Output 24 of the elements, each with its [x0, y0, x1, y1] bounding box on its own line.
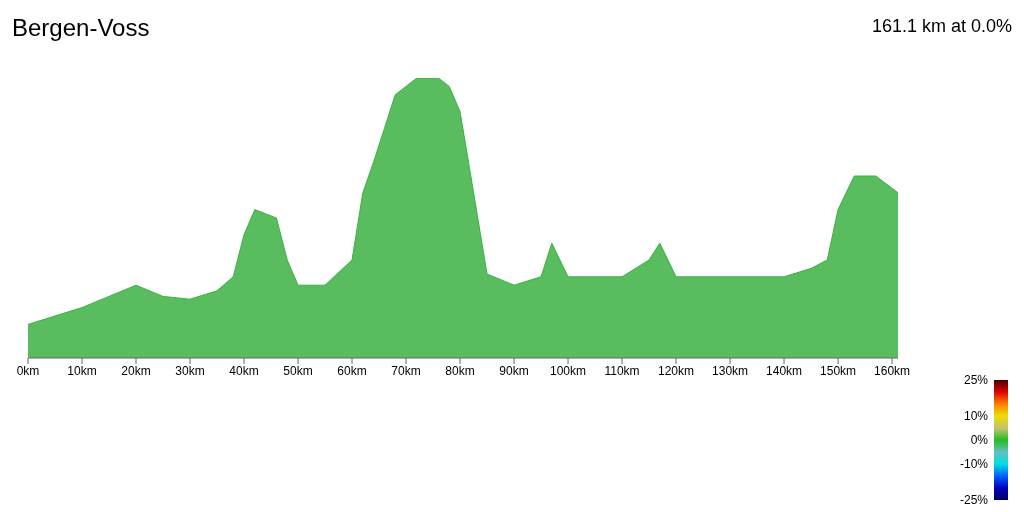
x-tick-label: 60km	[337, 363, 367, 378]
color-bar-label: 10%	[963, 409, 988, 423]
x-tick-label: 30km	[175, 363, 205, 378]
color-bar-label: 25%	[963, 373, 988, 387]
x-tick-label: 100km	[550, 363, 587, 378]
x-tick-label: 90km	[499, 363, 529, 378]
x-tick-label: 0km	[16, 363, 40, 378]
color-bar-label: -25%	[959, 493, 988, 507]
x-tick-label: 40km	[229, 363, 259, 378]
x-tick-label: 20km	[121, 363, 151, 378]
color-bar-label: -10%	[959, 457, 988, 471]
x-tick-label: 160km	[874, 363, 911, 378]
x-tick-label: 150km	[820, 363, 857, 378]
x-tick-label: 10km	[67, 363, 97, 378]
color-bar-label: 0%	[970, 433, 988, 447]
x-tick-label: 130km	[712, 363, 749, 378]
x-tick-label: 120km	[658, 363, 695, 378]
x-tick-label: 110km	[604, 363, 640, 378]
x-tick-label: 50km	[283, 363, 313, 378]
text: 161.1 km at 0.0%	[871, 16, 1012, 37]
x-tick-label: 80km	[445, 363, 475, 378]
chart-title: Bergen-Voss	[12, 14, 150, 42]
x-tick-label: 140km	[766, 363, 803, 378]
x-tick-label: 70km	[391, 363, 421, 378]
